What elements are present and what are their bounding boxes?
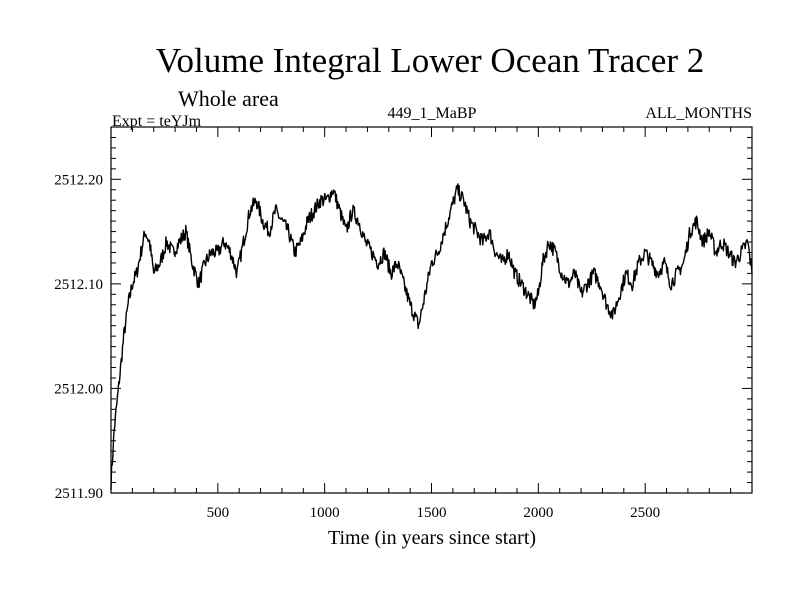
x-tick-label: 500 [207, 505, 230, 521]
y-tick-label: 2512.10 [54, 277, 103, 293]
x-axis: 500 1000 1500 2000 2500 [131, 127, 732, 521]
x-tick-label: 2500 [630, 505, 660, 521]
chart-title: Volume Integral Lower Ocean Tracer 2 [156, 41, 704, 80]
y-axis: 2511.90 2512.00 2512.10 2512.20 [54, 126, 752, 502]
series-line [110, 183, 753, 490]
plot-frame [110, 126, 753, 494]
x-tick-label: 1000 [310, 505, 340, 521]
y-tick-label: 2512.00 [54, 381, 103, 397]
series-layer [110, 183, 753, 490]
y-tick-label: 2512.20 [54, 172, 103, 188]
experiment-label: Expt = teYJm [112, 113, 202, 130]
x-tick-label: 1500 [417, 505, 447, 521]
y-tick-label: 2511.90 [55, 486, 103, 502]
chart-subtitle: Whole area [178, 86, 279, 111]
period-label: ALL_MONTHS [645, 105, 752, 122]
x-tick-label: 2000 [523, 505, 553, 521]
run-id-label: 449_1_MaBP [388, 105, 477, 122]
x-axis-label: Time (in years since start) [328, 527, 536, 549]
